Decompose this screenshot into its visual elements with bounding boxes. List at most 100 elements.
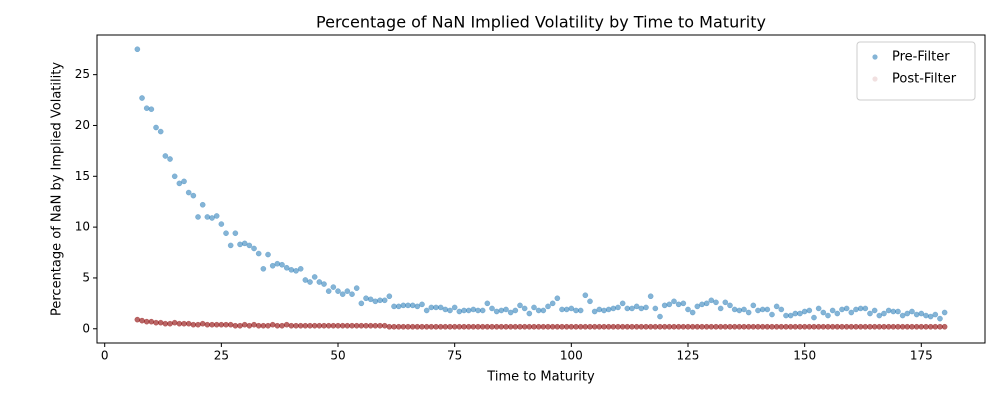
point (717, 305, 724, 312)
point (587, 298, 593, 305)
point (909, 308, 915, 315)
point (554, 295, 561, 302)
point (596, 306, 603, 313)
point (741, 306, 747, 313)
point (372, 298, 379, 305)
point (311, 274, 318, 280)
point (386, 293, 393, 300)
legend-label: Post-Filter (892, 72, 957, 87)
point (591, 308, 598, 315)
point (764, 306, 771, 313)
point (871, 307, 878, 314)
point (232, 230, 239, 237)
point (176, 180, 183, 187)
point (661, 302, 668, 309)
point (349, 291, 355, 298)
point (209, 215, 215, 221)
plot-area (134, 46, 948, 330)
point (825, 312, 831, 319)
point (876, 312, 883, 319)
point (167, 156, 173, 162)
point (549, 300, 556, 307)
point (423, 307, 430, 314)
point (699, 301, 705, 308)
point (316, 279, 323, 285)
point (456, 308, 463, 315)
point (199, 320, 206, 327)
point (134, 316, 141, 323)
point (727, 302, 733, 309)
point (269, 262, 276, 269)
point (213, 213, 220, 219)
point (246, 242, 253, 249)
point (815, 305, 822, 312)
y-tick-label: 10 (75, 220, 90, 234)
point (447, 307, 453, 314)
legend-marker (872, 76, 878, 82)
point (148, 106, 155, 113)
point (941, 323, 948, 330)
point (778, 306, 785, 313)
point (199, 201, 206, 208)
point (237, 241, 243, 248)
point (157, 128, 164, 135)
point (274, 260, 281, 267)
y-tick-label: 20 (75, 118, 90, 132)
point (251, 321, 257, 328)
point (293, 267, 299, 274)
point (353, 285, 360, 291)
point (283, 321, 290, 328)
point (479, 307, 486, 314)
point (517, 302, 523, 309)
chart-title: Percentage of NaN Implied Volatility by … (316, 13, 766, 32)
point (279, 322, 285, 329)
point (577, 307, 584, 314)
point (633, 303, 640, 310)
point (899, 312, 906, 319)
point (297, 265, 304, 272)
point (773, 303, 780, 310)
point (689, 309, 696, 316)
point (227, 321, 234, 328)
point (381, 322, 388, 329)
point (381, 297, 388, 304)
point (932, 311, 939, 318)
legend-label: Pre-Filter (892, 50, 950, 65)
point (652, 305, 659, 312)
point (339, 291, 346, 298)
point (171, 319, 178, 326)
point (470, 306, 477, 313)
point (829, 307, 836, 314)
point (755, 307, 761, 314)
point (218, 221, 225, 227)
point (283, 264, 290, 271)
point (638, 305, 645, 312)
legend-box (856, 41, 976, 101)
point (419, 301, 425, 308)
x-tick-label: 0 (101, 349, 109, 363)
point (619, 300, 626, 307)
x-axis-label: Time to Maturity (486, 370, 595, 385)
point (246, 322, 253, 329)
point (867, 310, 873, 317)
point (731, 306, 738, 313)
point (409, 302, 416, 309)
x-tick-label: 175 (910, 349, 933, 363)
point (904, 310, 911, 317)
point (195, 321, 201, 328)
point (610, 305, 617, 312)
point (708, 297, 715, 304)
point (671, 298, 677, 305)
point (713, 299, 719, 306)
point (521, 305, 528, 312)
point (853, 306, 859, 313)
point (848, 309, 855, 316)
point (605, 306, 612, 313)
point (321, 281, 327, 287)
point (139, 95, 145, 101)
x-tick-label: 50 (330, 349, 345, 363)
point (801, 308, 808, 315)
point (680, 300, 687, 307)
point (302, 277, 309, 283)
